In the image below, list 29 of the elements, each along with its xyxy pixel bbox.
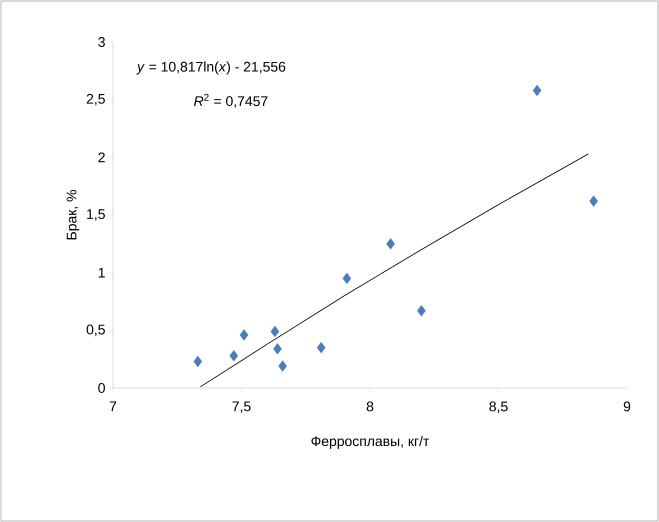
y-tick-label: 0,5 — [86, 324, 105, 336]
y-tick-label: 0 — [98, 383, 105, 393]
x-tick-label: 9 — [624, 402, 630, 412]
y-tick-label: 2 — [98, 152, 105, 162]
x-tick-label: 7 — [110, 402, 116, 412]
x-axis-title: Ферросплавы, кг/т — [311, 436, 430, 449]
point — [532, 84, 542, 96]
annotation: y = 10,817ln(x) - 21,556 — [136, 61, 286, 74]
y-axis-title: Брак, % — [66, 190, 80, 240]
point — [278, 360, 287, 372]
point — [316, 342, 326, 354]
point — [270, 326, 280, 338]
point — [417, 305, 426, 316]
point — [273, 343, 282, 354]
point — [229, 350, 238, 362]
point — [386, 238, 395, 250]
x-tick-label: 7,5 — [232, 402, 251, 413]
point — [240, 329, 248, 341]
x-tick-label: 8,5 — [489, 402, 508, 414]
point — [589, 195, 598, 207]
point — [342, 272, 352, 284]
y-tick-label: 1,5 — [87, 209, 105, 221]
annotation: R$^{2}$ = 0,7457 — [194, 94, 268, 108]
y-tick-label: 3 — [98, 37, 105, 47]
y-tick-label: 1 — [98, 268, 105, 278]
y-tick-label: 2,5 — [86, 94, 105, 106]
point — [193, 356, 202, 368]
x-tick-label: 8 — [366, 402, 374, 412]
line-series — [200, 153, 589, 388]
